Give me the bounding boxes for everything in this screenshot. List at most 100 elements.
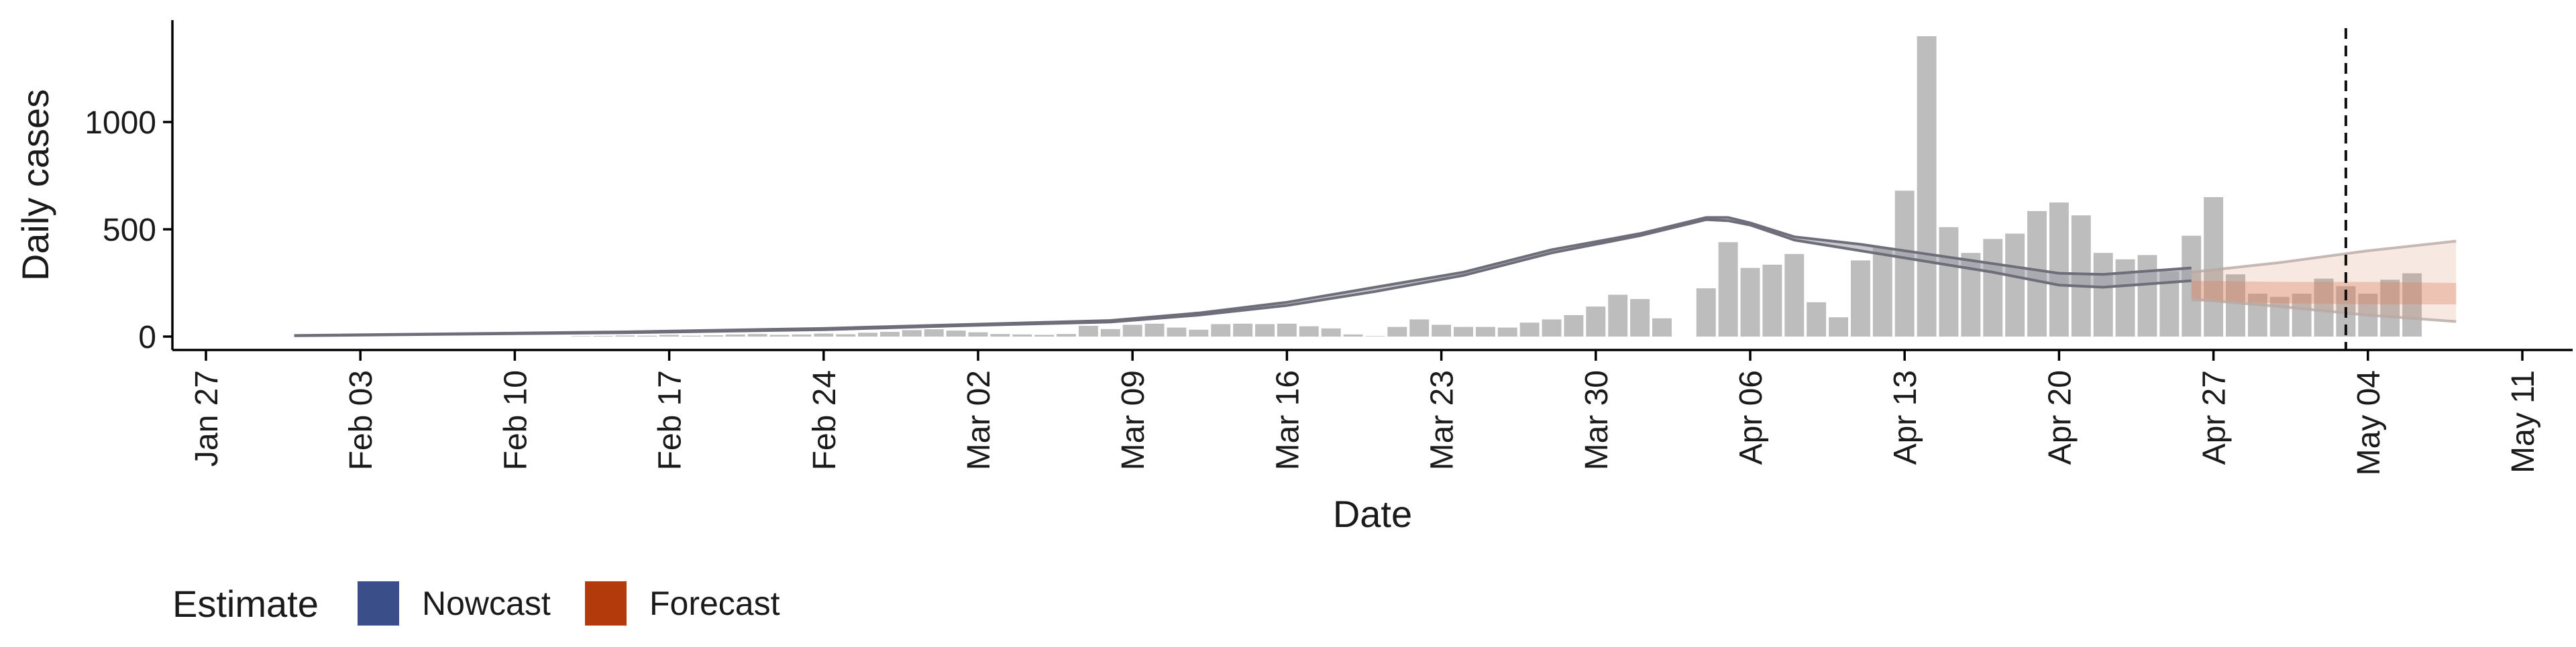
estimate-lower-line [294, 218, 2192, 337]
bar [990, 334, 1010, 337]
x-tick-label: May 04 [2351, 370, 2387, 475]
forecast-lower-line [2191, 298, 2457, 323]
bar [836, 334, 856, 337]
x-tick-label: Apr 27 [2197, 370, 2233, 465]
legend-title: Estimate [172, 583, 319, 625]
bar [1475, 327, 1495, 337]
x-tick-label: Feb 10 [498, 370, 533, 470]
bar [2402, 273, 2422, 337]
bar [902, 330, 922, 337]
bar [1939, 227, 1959, 337]
bar [1608, 294, 1628, 337]
bar [814, 333, 834, 337]
x-tick-label: Mar 09 [1116, 370, 1151, 470]
bar [1277, 323, 1297, 337]
bar [1211, 324, 1231, 337]
bar [1409, 319, 1430, 337]
bar [2182, 235, 2202, 337]
bar [1718, 242, 1738, 337]
bar [2204, 197, 2224, 337]
bar [1872, 247, 1892, 337]
bar [858, 333, 878, 337]
bar [1696, 288, 1716, 337]
legend-label-nowcast: Nowcast [422, 585, 551, 622]
y-axis-title: Daily cases [14, 89, 56, 281]
bar [1850, 260, 1870, 337]
bar [593, 336, 613, 337]
bar [615, 335, 635, 337]
y-tick-label: 1000 [85, 105, 156, 141]
bar [2049, 202, 2069, 337]
forecast-outer-band [2191, 241, 2457, 322]
bar [1321, 328, 1341, 337]
bar [2005, 233, 2025, 337]
bar [1784, 253, 1805, 337]
x-tick-label: Mar 23 [1425, 370, 1460, 470]
forecast-upper-line [2191, 239, 2457, 274]
forecast-inner-band [2191, 280, 2457, 304]
bar [1652, 318, 1672, 337]
bar [637, 335, 657, 337]
bar [1122, 325, 1142, 337]
bar [924, 329, 944, 337]
bar [1057, 334, 1077, 337]
bar [1432, 325, 1452, 337]
y-tick-label: 500 [103, 213, 156, 248]
bar [1078, 326, 1098, 337]
x-tick-label: Mar 16 [1270, 370, 1305, 470]
bar [792, 334, 812, 337]
x-tick-label: Apr 06 [1733, 370, 1769, 465]
x-axis-title: Date [1333, 493, 1412, 535]
bar [1189, 329, 1209, 337]
x-tick-label: Apr 13 [1888, 370, 1923, 465]
x-tick-label: Jan 27 [189, 370, 225, 467]
legend-swatch-nowcast [358, 581, 399, 626]
bar [1167, 327, 1187, 337]
bar [703, 335, 723, 337]
bar [1387, 327, 1407, 337]
bar [1144, 323, 1165, 337]
bar [1034, 335, 1055, 337]
bar [682, 335, 701, 337]
bar [2226, 274, 2245, 337]
bars-group [571, 36, 2422, 337]
legend: Estimate Nowcast Forecast [172, 581, 780, 626]
bar [725, 334, 745, 337]
bar [2093, 253, 2113, 337]
bar [1983, 239, 2003, 337]
x-tick-label: Feb 03 [343, 370, 379, 470]
x-tick-label: Feb 17 [653, 370, 688, 470]
bar [2314, 278, 2334, 337]
bar [1343, 334, 1363, 337]
legend-swatch-forecast [585, 581, 627, 626]
bar [1233, 323, 1253, 337]
bar [968, 332, 988, 337]
bar [1365, 336, 1385, 337]
bar [1519, 322, 1540, 337]
x-tick-label: May 11 [2506, 370, 2541, 473]
bar [1586, 306, 1606, 337]
bar [1807, 302, 1827, 337]
bar [2380, 280, 2400, 337]
bar [2269, 296, 2290, 337]
y-tick-label: 0 [138, 320, 156, 355]
legend-label-forecast: Forecast [649, 585, 780, 622]
bar [1454, 327, 1473, 337]
bar [879, 331, 900, 337]
x-tick-label: Apr 20 [2042, 370, 2078, 465]
bar [1497, 327, 1517, 337]
bar [1100, 329, 1120, 337]
x-tick-label: Mar 30 [1579, 370, 1615, 470]
bar [769, 335, 790, 337]
bar [747, 334, 767, 337]
bar [2292, 294, 2312, 337]
bar [1829, 317, 1849, 337]
bar [1894, 190, 1915, 337]
bar [1762, 264, 1782, 337]
bar [1917, 36, 1937, 337]
bar [1564, 315, 1584, 337]
bar [1012, 334, 1032, 337]
bar [1299, 326, 1319, 337]
